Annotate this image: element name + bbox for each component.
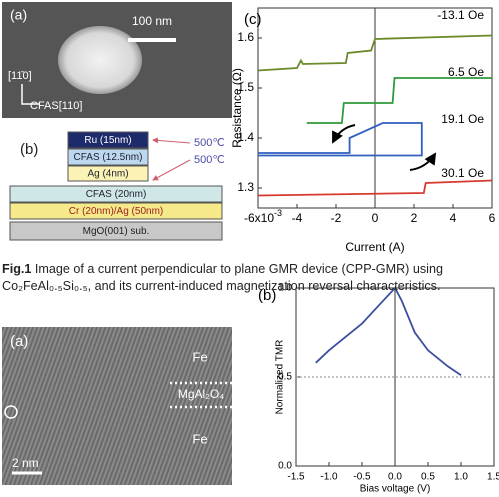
x-tick-label: -2 [331,211,342,225]
series-label: 19.1 Oe [441,112,484,126]
x-tick-label: -0.5 [353,472,371,483]
layer-label: Ag (4nm) [87,169,128,180]
x-tick-label: 0 [372,211,379,225]
y-axis-label: Normalized TMR [275,340,286,415]
layer-label: Fe [192,349,207,364]
x-tick-label: -1.5 [287,472,305,483]
caption-text: Image of a current perpendicular to plan… [2,262,443,293]
anneal-arrow [153,160,190,180]
sem-particle [58,26,142,94]
layer-label: Cr (20nm)/Ag (50nm) [69,206,163,217]
figure: 100 nm (a) [11̄0] CFAS[110] (b) Ru (15nm… [0,0,499,497]
x-tick-label: 1.0 [454,472,468,483]
series-label: 6.5 Oe [448,65,484,79]
series-line [258,123,422,156]
y-tick-label: 1.6 [237,30,254,44]
x-axis-label: Current (A) [345,240,404,254]
layer-label: CFAS (12.5nm) [74,152,143,163]
y-tick-label: 1.3 [237,180,254,194]
x-tick-label: 1.5 [487,472,499,483]
x-tick-label: -1.0 [320,472,338,483]
x-exponent: -3 [274,208,282,218]
layer-label: CFAS (20nm) [86,189,147,200]
series-label: 30.1 Oe [441,166,484,180]
x-tick-label: -6x10-3 [244,208,282,225]
y-axis-label: Resistance (Ω) [230,68,244,148]
layer-label: Ru (15nm) [84,135,131,146]
x-tick-label: 0.5 [421,472,435,483]
y-tick-label: 0.0 [278,461,292,472]
x-tick-label: 0.0 [388,472,402,483]
page: 100 nm (a) [11̄0] CFAS[110] (b) Ru (15nm… [0,0,499,497]
layer-label: Fe [192,431,207,446]
layer-label: MgAl₂O₄ [178,387,224,401]
caption: Fig.1 Image of a current perpendicular t… [2,261,499,315]
scale-label: 2 nm [12,456,39,470]
x-tick-label: -4 [292,211,303,225]
panel-label: (b) [20,141,38,158]
x-tick-label: 6 [489,211,496,225]
anneal-label: 500℃ [194,154,225,166]
sweep-arrow [333,125,355,142]
scale-label: 100 nm [132,14,172,28]
anneal-arrow [153,140,190,143]
x-tick-label: 4 [450,211,457,225]
panel-label: (c) [244,11,262,28]
panel-label: (a) [10,333,28,350]
layer-label: MgO(001) sub. [83,226,150,237]
anneal-label: 500℃ [194,137,225,149]
axis-label: [11̄0] [8,70,32,82]
x-tick-label: 2 [411,211,418,225]
axis-label: CFAS[110] [30,100,82,112]
x-axis-label: Bias voltage (V) [360,484,431,495]
caption-label: Fig.1 [2,262,31,276]
series-label: -13.1 Oe [437,8,484,22]
panel-label: (a) [10,7,27,23]
